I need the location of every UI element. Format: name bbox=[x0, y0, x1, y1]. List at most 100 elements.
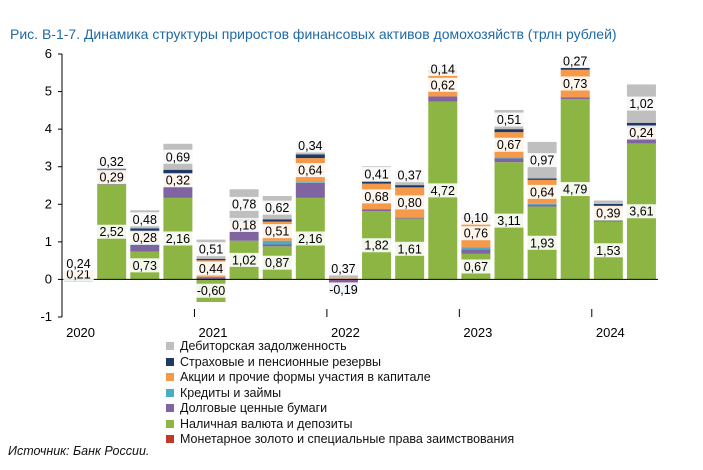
data-label-shares-bg bbox=[262, 224, 293, 239]
legend-swatch bbox=[166, 435, 174, 443]
data-label-cash-bg bbox=[129, 258, 160, 273]
bar-pension-15 bbox=[560, 67, 590, 70]
data-label-shares: 0,64 bbox=[530, 185, 554, 199]
legend-item-debt: Долговые ценные бумаги bbox=[166, 401, 514, 417]
data-label-receivables-bg bbox=[295, 138, 326, 153]
bar-loans-7 bbox=[295, 182, 325, 183]
data-label-cash: 0,87 bbox=[265, 256, 289, 270]
bar-debt-13 bbox=[494, 158, 524, 163]
data-label-receivables-bg bbox=[262, 200, 293, 215]
data-label-cash: 4,72 bbox=[431, 184, 455, 198]
bar-loans-13 bbox=[494, 157, 524, 159]
x-year-label: 2022 bbox=[331, 325, 360, 340]
data-label-receivables: 0,24 bbox=[66, 257, 90, 271]
data-label-cash: 2,16 bbox=[166, 232, 190, 246]
data-label-receivables: 0,27 bbox=[563, 55, 587, 69]
data-label-shares-bg bbox=[295, 163, 326, 178]
data-label-cash-bg bbox=[626, 204, 657, 219]
data-label-receivables-bg bbox=[63, 256, 94, 271]
data-label-cash: 1,61 bbox=[397, 242, 421, 256]
legend-label: Кредиты и займы bbox=[180, 385, 282, 400]
x-year-label: 2020 bbox=[66, 325, 95, 340]
data-label-receivables: 0,51 bbox=[199, 243, 223, 257]
bar-debt-3 bbox=[163, 186, 193, 198]
data-label-receivables: 0,48 bbox=[133, 213, 157, 227]
y-tick-label: 6 bbox=[45, 46, 52, 61]
legend: Дебиторская задолженность Страховые и пен… bbox=[166, 339, 514, 448]
data-label-cash-bg bbox=[162, 231, 194, 246]
legend-item-shares: Акции и прочие формы участия в капитале bbox=[166, 370, 514, 386]
data-label-receivables-bg bbox=[96, 154, 127, 169]
data-label-receivables-bg bbox=[195, 242, 227, 257]
data-label-cash: 0,73 bbox=[133, 259, 157, 273]
bar-loans-12 bbox=[461, 247, 491, 250]
legend-label: Акции и прочие формы участия в капитале bbox=[180, 370, 431, 384]
bar-debt-15 bbox=[560, 97, 590, 100]
source-note: Источник: Банк России. bbox=[8, 444, 150, 458]
data-label-shares-bg bbox=[460, 226, 492, 241]
data-label-cash-bg bbox=[394, 241, 425, 256]
data-label-cash: -0,60 bbox=[197, 284, 226, 298]
data-label-receivables: 0,37 bbox=[331, 262, 355, 276]
data-label-cash: 0,67 bbox=[464, 260, 488, 274]
bar-debt-12 bbox=[461, 249, 491, 254]
data-label-cash: 2,52 bbox=[99, 225, 123, 239]
data-label-shares: 0,32 bbox=[166, 174, 190, 188]
data-label-receivables: 0,78 bbox=[232, 197, 256, 211]
data-label-receivables: 0,97 bbox=[530, 154, 554, 168]
bar-receivables-16 bbox=[593, 200, 623, 204]
data-label-shares: 0,18 bbox=[232, 218, 256, 232]
legend-item-loans: Кредиты и займы bbox=[166, 386, 514, 402]
data-label-shares: 0,21 bbox=[66, 267, 90, 281]
bar-debt-2 bbox=[130, 244, 160, 252]
legend-swatch bbox=[166, 373, 174, 381]
x-year-label: 2021 bbox=[199, 325, 228, 340]
bar-debt-7 bbox=[295, 182, 325, 198]
data-label-shares: 0,39 bbox=[596, 207, 620, 221]
data-label-cash-bg bbox=[228, 252, 260, 267]
axes-layer: -1 0 1 2 3 4 5 6 2020 2021 2022 2023 2024 bbox=[40, 46, 658, 340]
data-label-receivables: 0,51 bbox=[497, 113, 521, 127]
data-label-receivables: 0,32 bbox=[99, 155, 123, 169]
data-label-receivables-bg bbox=[228, 196, 260, 211]
data-labels-layer: 0,210,242,520,290,320,730,280,482,160,32… bbox=[63, 54, 657, 298]
bar-pension-6 bbox=[262, 219, 292, 222]
data-label-cash: 2,16 bbox=[298, 232, 322, 246]
bar-debt-10 bbox=[395, 217, 425, 219]
data-label-receivables: 0,10 bbox=[464, 211, 488, 225]
legend-label: Наличная валюта и депозиты bbox=[180, 416, 353, 431]
data-label-shares-bg bbox=[228, 217, 260, 232]
data-label-cash: 1,82 bbox=[364, 239, 388, 253]
data-label-cash-bg bbox=[262, 255, 293, 270]
data-label-cash-bg bbox=[526, 235, 558, 250]
data-label-shares-bg bbox=[195, 261, 227, 276]
data-label-cash: 3,11 bbox=[497, 214, 520, 228]
data-label-cash: 1,02 bbox=[232, 253, 256, 267]
legend-label: Страховые и пенсионные резервы bbox=[180, 354, 381, 369]
data-label-receivables: 0,41 bbox=[364, 168, 388, 182]
bar-pension-13 bbox=[494, 129, 524, 133]
bar-pension-7 bbox=[295, 154, 325, 159]
legend-swatch bbox=[166, 388, 174, 397]
bar-pension-2 bbox=[130, 228, 160, 233]
bar-debt-11 bbox=[428, 96, 458, 102]
data-label-receivables-bg bbox=[129, 212, 160, 227]
bar-debt-6 bbox=[262, 244, 292, 247]
y-tick-label: 1 bbox=[45, 234, 52, 249]
data-label-cash-bg bbox=[295, 231, 326, 246]
data-label-shares: 0,29 bbox=[99, 171, 123, 185]
bar-pension-17 bbox=[626, 122, 656, 129]
data-label-shares: 0,64 bbox=[298, 164, 322, 178]
y-tick-label: 2 bbox=[45, 196, 52, 211]
data-label-shares: 0,80 bbox=[397, 196, 421, 210]
data-label-shares-bg bbox=[361, 189, 392, 204]
data-label-receivables-bg bbox=[361, 167, 392, 182]
legend-item-cash: Наличная валюта и депозиты bbox=[166, 417, 514, 433]
data-label-shares-bg bbox=[593, 206, 624, 221]
data-label-shares: 0,51 bbox=[265, 225, 289, 239]
data-label-receivables: 0,62 bbox=[265, 201, 289, 215]
data-label-receivables-bg bbox=[162, 149, 194, 164]
data-label-shares: 0,73 bbox=[563, 77, 587, 91]
